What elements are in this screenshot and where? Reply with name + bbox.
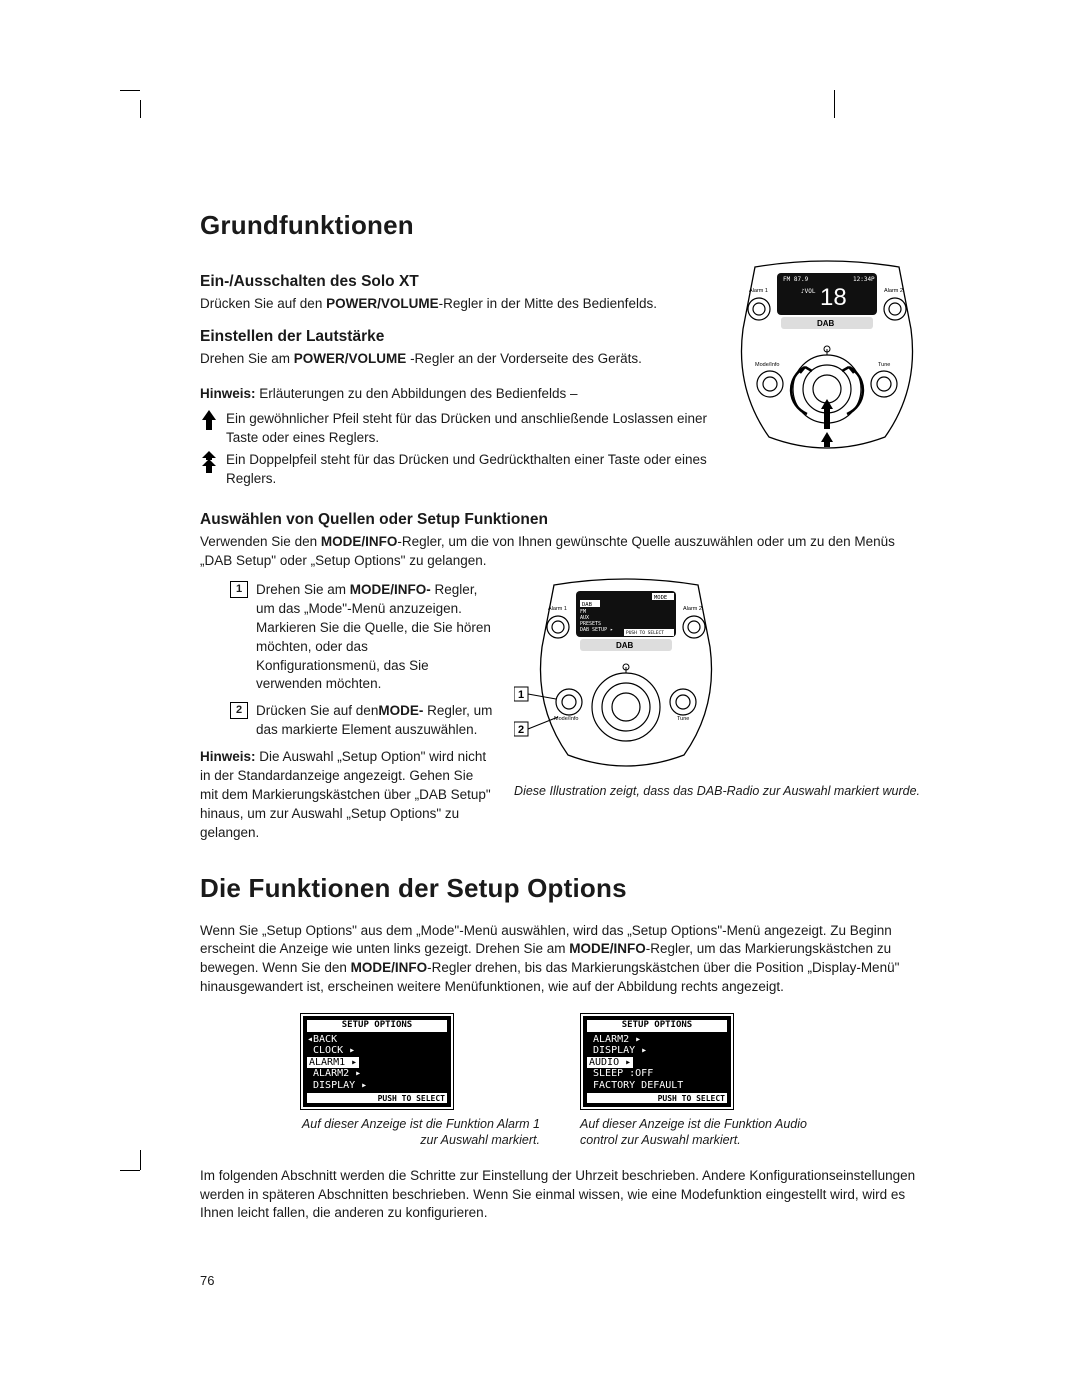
lcd-row-selected: ALARM1 ▸: [307, 1057, 359, 1069]
text-bold: POWER/VOLUME: [294, 351, 410, 366]
single-arrow-icon: [200, 410, 218, 434]
heading-power: Ein-/Ausschalten des Solo XT: [200, 273, 715, 291]
svg-text:DAB: DAB: [817, 319, 835, 328]
legend-text: Ein gewöhnlicher Pfeil steht für das Drü…: [226, 410, 715, 448]
legend-text: Ein Doppelpfeil steht für das Drücken un…: [226, 451, 715, 489]
para-closing: Im folgenden Abschnitt werden die Schrit…: [200, 1167, 920, 1224]
svg-text:DAB SETUP ▸: DAB SETUP ▸: [580, 627, 613, 633]
legend-double-arrow: Ein Doppelpfeil steht für das Drücken un…: [200, 451, 715, 489]
text-bold: MODE/INFO: [569, 941, 646, 956]
step-2: 2 Drücken Sie auf denMODE- Regler, um da…: [230, 702, 494, 740]
text-bold: MODE/INFO-: [350, 582, 435, 597]
text-bold: POWER/VOLUME: [326, 296, 439, 311]
svg-text:Tune: Tune: [878, 362, 890, 368]
step-number-icon: 1: [230, 581, 248, 598]
radio-panel-figure-1: FM 87.9 12:34P ♪VOL 18 DAB Alarm 1 Alarm…: [735, 259, 920, 459]
lcd-screen-2: SETUP OPTIONS ALARM2 ▸ DISPLAY ▸ AUDIO ▸…: [580, 1013, 820, 1149]
svg-text:12:34P: 12:34P: [853, 276, 875, 283]
note-label: Hinweis:: [200, 749, 259, 764]
svg-text:Alarm 2: Alarm 2: [884, 288, 903, 294]
svg-text:1: 1: [518, 689, 524, 701]
svg-text:Tune: Tune: [677, 716, 689, 722]
lcd-row: SLEEP :OFF: [587, 1068, 727, 1080]
text-bold: MODE/INFO: [351, 960, 428, 975]
svg-text:PUSH TO SELECT: PUSH TO SELECT: [626, 630, 664, 636]
lcd-caption: Auf dieser Anzeige ist die Funktion Audi…: [580, 1116, 820, 1149]
svg-text:♪VOL: ♪VOL: [801, 288, 816, 295]
svg-text:2: 2: [518, 724, 524, 736]
svg-text:DAB: DAB: [582, 602, 593, 608]
para-setup: Wenn Sie „Setup Options" aus dem „Mode"-…: [200, 922, 920, 998]
svg-text:18: 18: [820, 284, 847, 311]
heading-main: Grundfunktionen: [200, 210, 920, 241]
svg-text:FM 87.9: FM 87.9: [783, 276, 809, 283]
step-1: 1 Drehen Sie am MODE/INFO- Regler, um da…: [230, 581, 494, 694]
manual-page: Grundfunktionen Ein-/Ausschalten des Sol…: [0, 0, 1080, 1388]
heading-setup-options: Die Funktionen der Setup Options: [200, 873, 920, 904]
lcd-header: SETUP OPTIONS: [307, 1020, 447, 1031]
text: Drücken Sie auf den: [200, 296, 326, 311]
lcd-row: ◂BACK: [307, 1034, 447, 1046]
text: -Regler an der Vorderseite des Geräts.: [410, 351, 642, 366]
figure-caption: Diese Illustration zeigt, dass das DAB-R…: [514, 783, 920, 799]
legend-single-arrow: Ein gewöhnlicher Pfeil steht für das Drü…: [200, 410, 715, 448]
lcd-footer: PUSH TO SELECT: [587, 1093, 727, 1103]
page-number: 76: [200, 1273, 920, 1288]
lcd-row: ALARM2 ▸: [307, 1068, 447, 1080]
text-bold: MODE/INFO: [321, 534, 398, 549]
lcd-footer: PUSH TO SELECT: [307, 1093, 447, 1103]
svg-text:Alarm 2: Alarm 2: [683, 606, 702, 612]
lcd-row: ALARM2 ▸: [587, 1034, 727, 1046]
lcd-caption: Auf dieser Anzeige ist die Funktion Alar…: [300, 1116, 540, 1149]
note-label: Hinweis:: [200, 386, 259, 401]
svg-text:DAB: DAB: [616, 641, 634, 650]
text: Drehen Sie am: [200, 351, 294, 366]
double-arrow-icon: [200, 451, 218, 477]
svg-text:MODE: MODE: [654, 595, 667, 601]
lcd-row: DISPLAY ▸: [587, 1045, 727, 1057]
lcd-header: SETUP OPTIONS: [587, 1020, 727, 1031]
para-volume: Drehen Sie am POWER/VOLUME -Regler an de…: [200, 350, 715, 369]
text: Regler, um das „Mode"-Menü anzuzeigen. M…: [256, 582, 491, 691]
heading-sources: Auswählen von Quellen oder Setup Funktio…: [200, 511, 920, 529]
lcd-row: CLOCK ▸: [307, 1045, 447, 1057]
text: Drücken Sie auf den: [256, 703, 378, 718]
svg-text:Alarm 1: Alarm 1: [548, 606, 567, 612]
radio-panel-figure-2: MODE DAB FM AUX PRESETS DAB SETUP ▸ PUSH…: [514, 577, 920, 799]
text: Drehen Sie am: [256, 582, 350, 597]
text: -Regler in der Mitte des Bedienfelds.: [439, 296, 657, 311]
para-note: Hinweis: Erläuterungen zu den Abbildunge…: [200, 385, 715, 404]
para-sources: Verwenden Sie den MODE/INFO-Regler, um d…: [200, 533, 920, 571]
text: Erläuterungen zu den Abbildungen des Bed…: [259, 386, 577, 401]
lcd-row-selected: AUDIO ▸: [587, 1057, 633, 1069]
lcd-row: DISPLAY ▸: [307, 1080, 447, 1092]
lcd-row: FACTORY DEFAULT: [587, 1080, 727, 1092]
para-note-sources: Hinweis: Die Auswahl „Setup Option" wird…: [200, 748, 494, 842]
svg-text:Alarm 1: Alarm 1: [749, 288, 768, 294]
lcd-screen-1: SETUP OPTIONS ◂BACK CLOCK ▸ ALARM1 ▸ ALA…: [300, 1013, 540, 1149]
para-power: Drücken Sie auf den POWER/VOLUME-Regler …: [200, 295, 715, 314]
svg-text:Mode/Info: Mode/Info: [755, 362, 779, 368]
text-bold: MODE-: [378, 703, 427, 718]
text: Verwenden Sie den: [200, 534, 321, 549]
lcd-screens-row: SETUP OPTIONS ◂BACK CLOCK ▸ ALARM1 ▸ ALA…: [200, 1013, 920, 1149]
heading-volume: Einstellen der Lautstärke: [200, 328, 715, 346]
step-number-icon: 2: [230, 702, 248, 719]
